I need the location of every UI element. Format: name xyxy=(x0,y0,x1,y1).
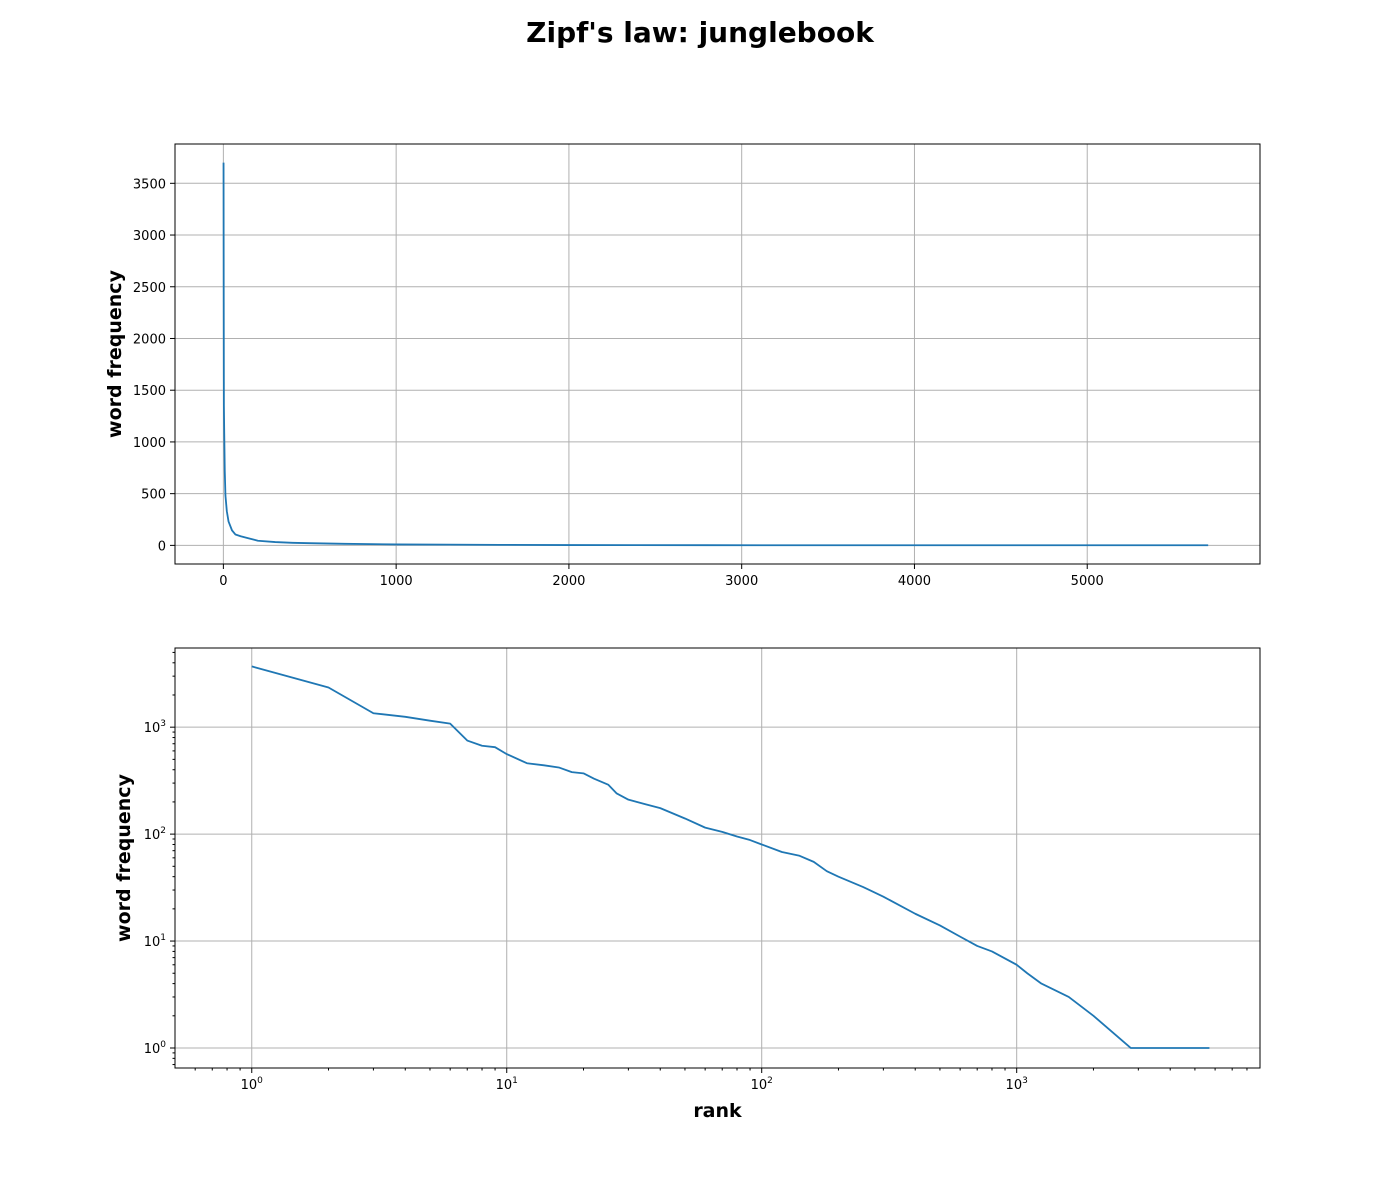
x-tick-label: 4000 xyxy=(898,574,931,589)
x-tick-label: 102 xyxy=(751,1076,773,1093)
y-axis-label: word frequency xyxy=(104,269,126,438)
y-axis-label: word frequency xyxy=(113,773,135,942)
y-tick-label: 500 xyxy=(141,488,166,503)
x-tick-label: 2000 xyxy=(552,574,585,589)
y-tick-label: 1500 xyxy=(133,384,166,399)
panel-log: 100 101 102 103 100 101 102 103 word frequency ra… xyxy=(113,647,1261,1122)
y-tick-label: 3000 xyxy=(133,229,166,244)
panel-linear: 0 1000 2000 3000 4000 5000 0 500 1000 1500 2000 250… xyxy=(104,143,1261,589)
x-tick-label: 100 xyxy=(241,1076,264,1093)
x-tick-label: 1000 xyxy=(380,574,413,589)
y-tick-label: 3500 xyxy=(133,177,166,192)
y-tick-label: 2500 xyxy=(133,281,166,296)
y-tick-label: 2000 xyxy=(133,332,166,347)
y-tick-label: 102 xyxy=(144,826,166,843)
plot-frame xyxy=(174,647,1261,1069)
x-tick-label: 5000 xyxy=(1071,574,1104,589)
plot-frame xyxy=(174,143,1261,565)
y-tick-label: 103 xyxy=(144,719,166,736)
y-tick-label: 100 xyxy=(144,1040,167,1057)
x-tick-label: 3000 xyxy=(725,574,758,589)
series-line xyxy=(222,162,1209,547)
y-tick-label: 1000 xyxy=(133,436,166,451)
x-tick-label: 0 xyxy=(219,574,227,589)
y-tick-label: 0 xyxy=(158,539,166,554)
y-tick-label: 101 xyxy=(144,933,166,950)
figure-title: Zipf's law: junglebook xyxy=(526,16,874,49)
series-line xyxy=(251,665,1210,1049)
x-tick-label: 103 xyxy=(1006,1076,1028,1093)
x-axis-label: rank xyxy=(693,1100,742,1122)
x-tick-label: 101 xyxy=(496,1076,518,1093)
